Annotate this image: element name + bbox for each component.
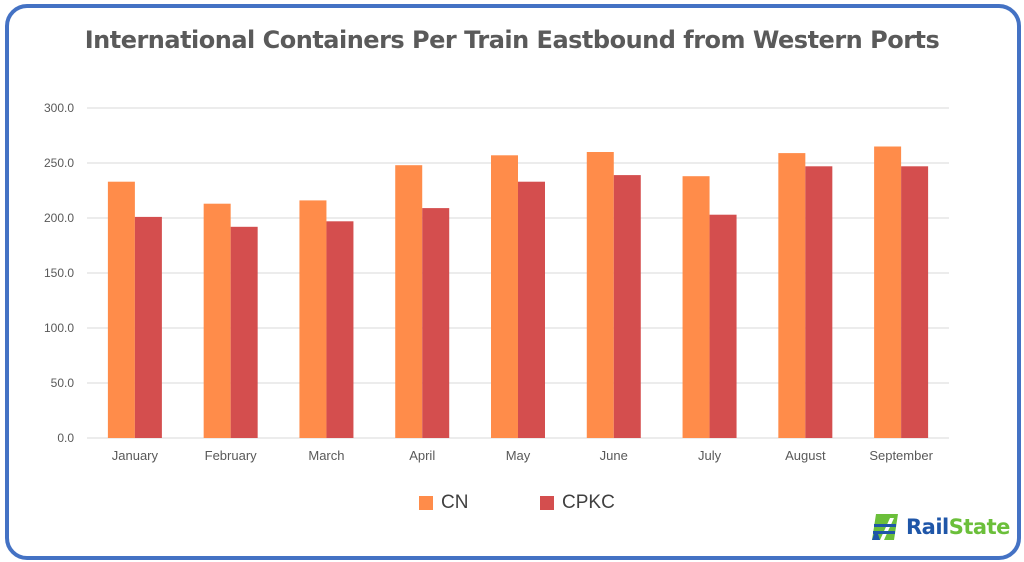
bar-cn bbox=[203, 203, 231, 438]
x-tick-label: February bbox=[205, 448, 258, 463]
x-tick-label: September bbox=[869, 448, 933, 463]
y-tick-label: 250.0 bbox=[44, 156, 74, 170]
y-tick-label: 200.0 bbox=[44, 211, 74, 225]
legend-item-cpkc: CPKC bbox=[540, 492, 615, 514]
legend-swatch-cpkc bbox=[540, 496, 554, 510]
x-tick-label: April bbox=[409, 448, 435, 463]
bar-cpkc bbox=[709, 214, 737, 438]
legend-swatch-cn bbox=[419, 496, 433, 510]
logo-text-rail: Rail bbox=[906, 515, 949, 539]
bar-cpkc bbox=[901, 166, 929, 439]
bar-cn bbox=[778, 153, 806, 438]
legend-item-cn: CN bbox=[419, 492, 468, 514]
bar-cpkc bbox=[613, 175, 641, 438]
railstate-logo-icon bbox=[872, 514, 898, 540]
x-tick-label: May bbox=[506, 448, 531, 463]
x-tick-label: June bbox=[600, 448, 628, 463]
bar-cpkc bbox=[134, 216, 162, 438]
y-tick-label: 300.0 bbox=[44, 101, 74, 115]
bar-cpkc bbox=[422, 208, 450, 438]
y-tick-label: 100.0 bbox=[44, 321, 74, 335]
bar-cn bbox=[874, 146, 902, 438]
bar-cn bbox=[491, 155, 518, 439]
x-tick-label: January bbox=[112, 448, 159, 463]
legend-label-cn: CN bbox=[441, 492, 469, 513]
bar-cpkc bbox=[230, 226, 258, 438]
bar-cn bbox=[586, 152, 614, 438]
bar-cn bbox=[395, 165, 423, 438]
y-tick-label: 150.0 bbox=[44, 266, 74, 280]
legend: CN CPKC bbox=[0, 492, 1024, 518]
x-tick-label: July bbox=[698, 448, 722, 463]
bar-cn bbox=[299, 200, 327, 438]
y-tick-label: 0.0 bbox=[57, 431, 74, 445]
legend-label-cpkc: CPKC bbox=[562, 492, 615, 513]
y-tick-label: 50.0 bbox=[51, 376, 75, 390]
bar-cpkc bbox=[518, 181, 545, 438]
chart-title: International Containers Per Train Eastb… bbox=[84, 26, 940, 54]
x-tick-label: August bbox=[785, 448, 826, 463]
x-tick-label: March bbox=[308, 448, 344, 463]
railstate-logo: RailState bbox=[870, 512, 1010, 542]
bar-cpkc bbox=[326, 221, 354, 438]
bar-cn bbox=[107, 181, 135, 438]
railstate-logo-text: RailState bbox=[906, 515, 1010, 539]
logo-text-state: State bbox=[948, 515, 1011, 539]
bar-cn bbox=[682, 176, 710, 438]
bar-cpkc bbox=[805, 166, 833, 439]
